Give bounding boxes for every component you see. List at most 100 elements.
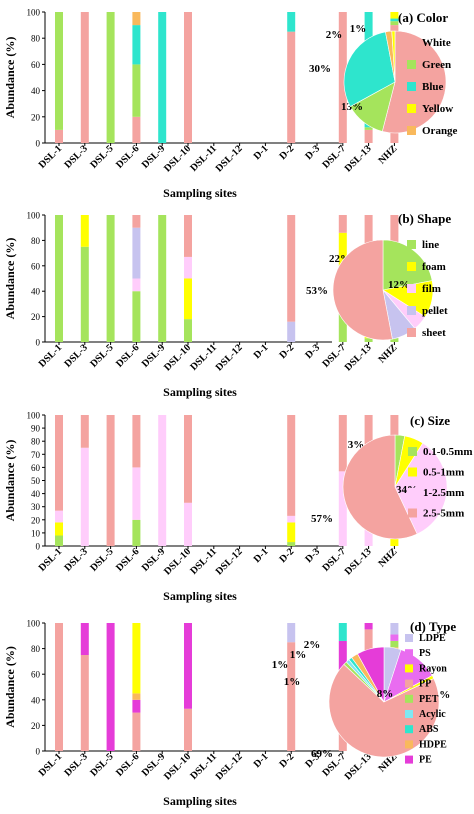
x-tick-label: D-2 xyxy=(278,342,297,361)
legend-label-PP: PP xyxy=(419,679,431,690)
panel-title: (a) Color xyxy=(398,10,448,25)
y-tick-label: 10 xyxy=(31,528,41,538)
y-tick-label: 80 xyxy=(31,437,41,447)
bar-DSL-10-White xyxy=(184,12,192,143)
bar-DSL-5-PE xyxy=(106,623,115,751)
bar-DSL-13-Green xyxy=(364,127,373,130)
legend-label-Yellow: Yellow xyxy=(422,103,453,115)
x-tick-label: D-1 xyxy=(252,143,271,162)
bar-D-2-sheet xyxy=(287,215,296,322)
legend-label-pellet: pellet xyxy=(422,305,448,317)
x-tick-label: DSL-10 xyxy=(162,751,193,782)
y-tick-label: 60 xyxy=(31,60,41,70)
panel-3: 0102030405060708090100DSL-1DSL-3DSL-5DSL… xyxy=(3,411,473,604)
x-tick-label: DSL-3 xyxy=(62,143,89,170)
legend-swatch-Orange xyxy=(407,126,416,135)
bar-DSL-10-film xyxy=(184,256,192,279)
bar-DSL-6-sheet xyxy=(132,215,141,228)
bar-DSL-7-2.5-5mm xyxy=(338,415,347,472)
bar-NHZ-Yellow xyxy=(390,12,399,19)
bar-DSL-6-0.1-0.5mm xyxy=(132,519,141,546)
legend-label-Blue: Blue xyxy=(422,81,444,93)
x-tick-label: DSL-1 xyxy=(37,342,64,369)
pie-label-Blue: 30% xyxy=(309,63,331,75)
pie-slice-Blue xyxy=(343,31,396,107)
legend-swatch-LDPE xyxy=(405,634,413,642)
bar-D-2-2.5-5mm xyxy=(287,415,296,516)
pie-label-PE: 8% xyxy=(377,688,394,700)
y-tick-label: 20 xyxy=(31,112,41,122)
x-tick-label: D-1 xyxy=(252,546,271,565)
bar-DSL-1-0.5-1mm xyxy=(55,522,63,536)
y-tick-label: 20 xyxy=(31,312,41,322)
pie-slice-1-2.5mm xyxy=(394,442,448,535)
x-tick-label: DSL-6 xyxy=(114,342,141,369)
y-tick-label: 40 xyxy=(31,287,41,297)
x-tick-label: DSL-5 xyxy=(88,546,115,573)
bar-D-2-Blue xyxy=(287,12,296,32)
x-tick-label: DSL-11 xyxy=(188,342,219,373)
bar-DSL-9-line xyxy=(158,215,167,342)
panel-title: (c) Size xyxy=(410,413,450,428)
bar-DSL-5-line xyxy=(106,215,115,342)
legend-label-LDPE: LDPE xyxy=(419,633,446,644)
y-tick-label: 90 xyxy=(31,424,41,434)
legend-label-sheet: sheet xyxy=(422,327,446,339)
legend-swatch-Acylic xyxy=(405,710,413,718)
bar-D-2-1-2.5mm xyxy=(287,515,296,523)
pie-slice-sheet xyxy=(332,239,393,341)
x-tick-label: NHZ xyxy=(376,342,399,365)
legend-label-ABS: ABS xyxy=(419,724,439,735)
y-axis-label: Abundance (%) xyxy=(3,440,17,522)
legend-swatch-foam xyxy=(407,262,416,271)
bar-NHZ-LDPE xyxy=(390,623,399,635)
legend-label-PE: PE xyxy=(419,755,432,766)
x-tick-label: DSL-13 xyxy=(343,143,374,174)
pie-slice-PP xyxy=(328,663,440,758)
bar-DSL-7-White xyxy=(338,12,347,143)
pie-label-Acylic: 1% xyxy=(272,659,289,671)
bar-DSL-3-2.5-5mm xyxy=(80,415,89,448)
bar-DSL-7-sheet xyxy=(338,215,347,233)
x-tick-label: D-3 xyxy=(303,546,322,565)
y-tick-label: 0 xyxy=(36,139,41,149)
x-tick-label: DSL-6 xyxy=(114,143,141,170)
y-tick-label: 60 xyxy=(31,261,41,271)
y-tick-label: 40 xyxy=(31,86,41,96)
x-axis-label: Sampling sites xyxy=(163,794,237,808)
bar-DSL-7-foam xyxy=(338,232,347,269)
bar-DSL-1-Green xyxy=(55,12,63,130)
bar-D-2-0.5-1mm xyxy=(287,522,296,543)
bar-DSL-13-PE xyxy=(364,623,373,630)
x-tick-label: DSL-5 xyxy=(88,342,115,369)
bar-DSL-6-HDPE xyxy=(132,693,141,700)
y-tick-label: 40 xyxy=(31,489,41,499)
bar-DSL-9-1-2.5mm xyxy=(158,415,167,546)
bar-DSL-3-PE xyxy=(80,623,89,655)
y-tick-label: 0 xyxy=(36,747,41,757)
x-tick-label: DSL-5 xyxy=(88,143,115,170)
legend-swatch-White xyxy=(407,38,416,47)
bar-DSL-6-Blue xyxy=(132,25,141,65)
bar-DSL-6-film xyxy=(132,278,141,292)
legend-label-Acylic: Acylic xyxy=(419,709,446,720)
x-tick-label: DSL-11 xyxy=(188,546,219,577)
y-tick-label: 70 xyxy=(31,450,41,460)
panel-title: (d) Type xyxy=(410,619,456,634)
bar-DSL-3-White xyxy=(80,12,89,143)
legend-label-0.5-1mm: 0.5-1mm xyxy=(423,467,464,479)
x-axis-label: Sampling sites xyxy=(163,385,237,399)
y-axis-label: Abundance (%) xyxy=(3,238,17,320)
bar-DSL-1-line xyxy=(55,215,63,342)
x-tick-label: D-1 xyxy=(252,342,271,361)
pie-slice-2.5-5mm xyxy=(342,434,418,540)
pie-label-HDPE: 2% xyxy=(304,639,321,651)
legend-swatch-PET xyxy=(405,694,413,703)
y-tick-label: 80 xyxy=(31,644,41,654)
x-tick-label: DSL-6 xyxy=(114,546,141,573)
bar-DSL-6-2.5-5mm xyxy=(132,415,141,468)
bar-DSL-13-line xyxy=(364,338,373,342)
x-tick-label: DSL-11 xyxy=(188,143,219,174)
bar-DSL-10-2.5-5mm xyxy=(184,415,192,503)
